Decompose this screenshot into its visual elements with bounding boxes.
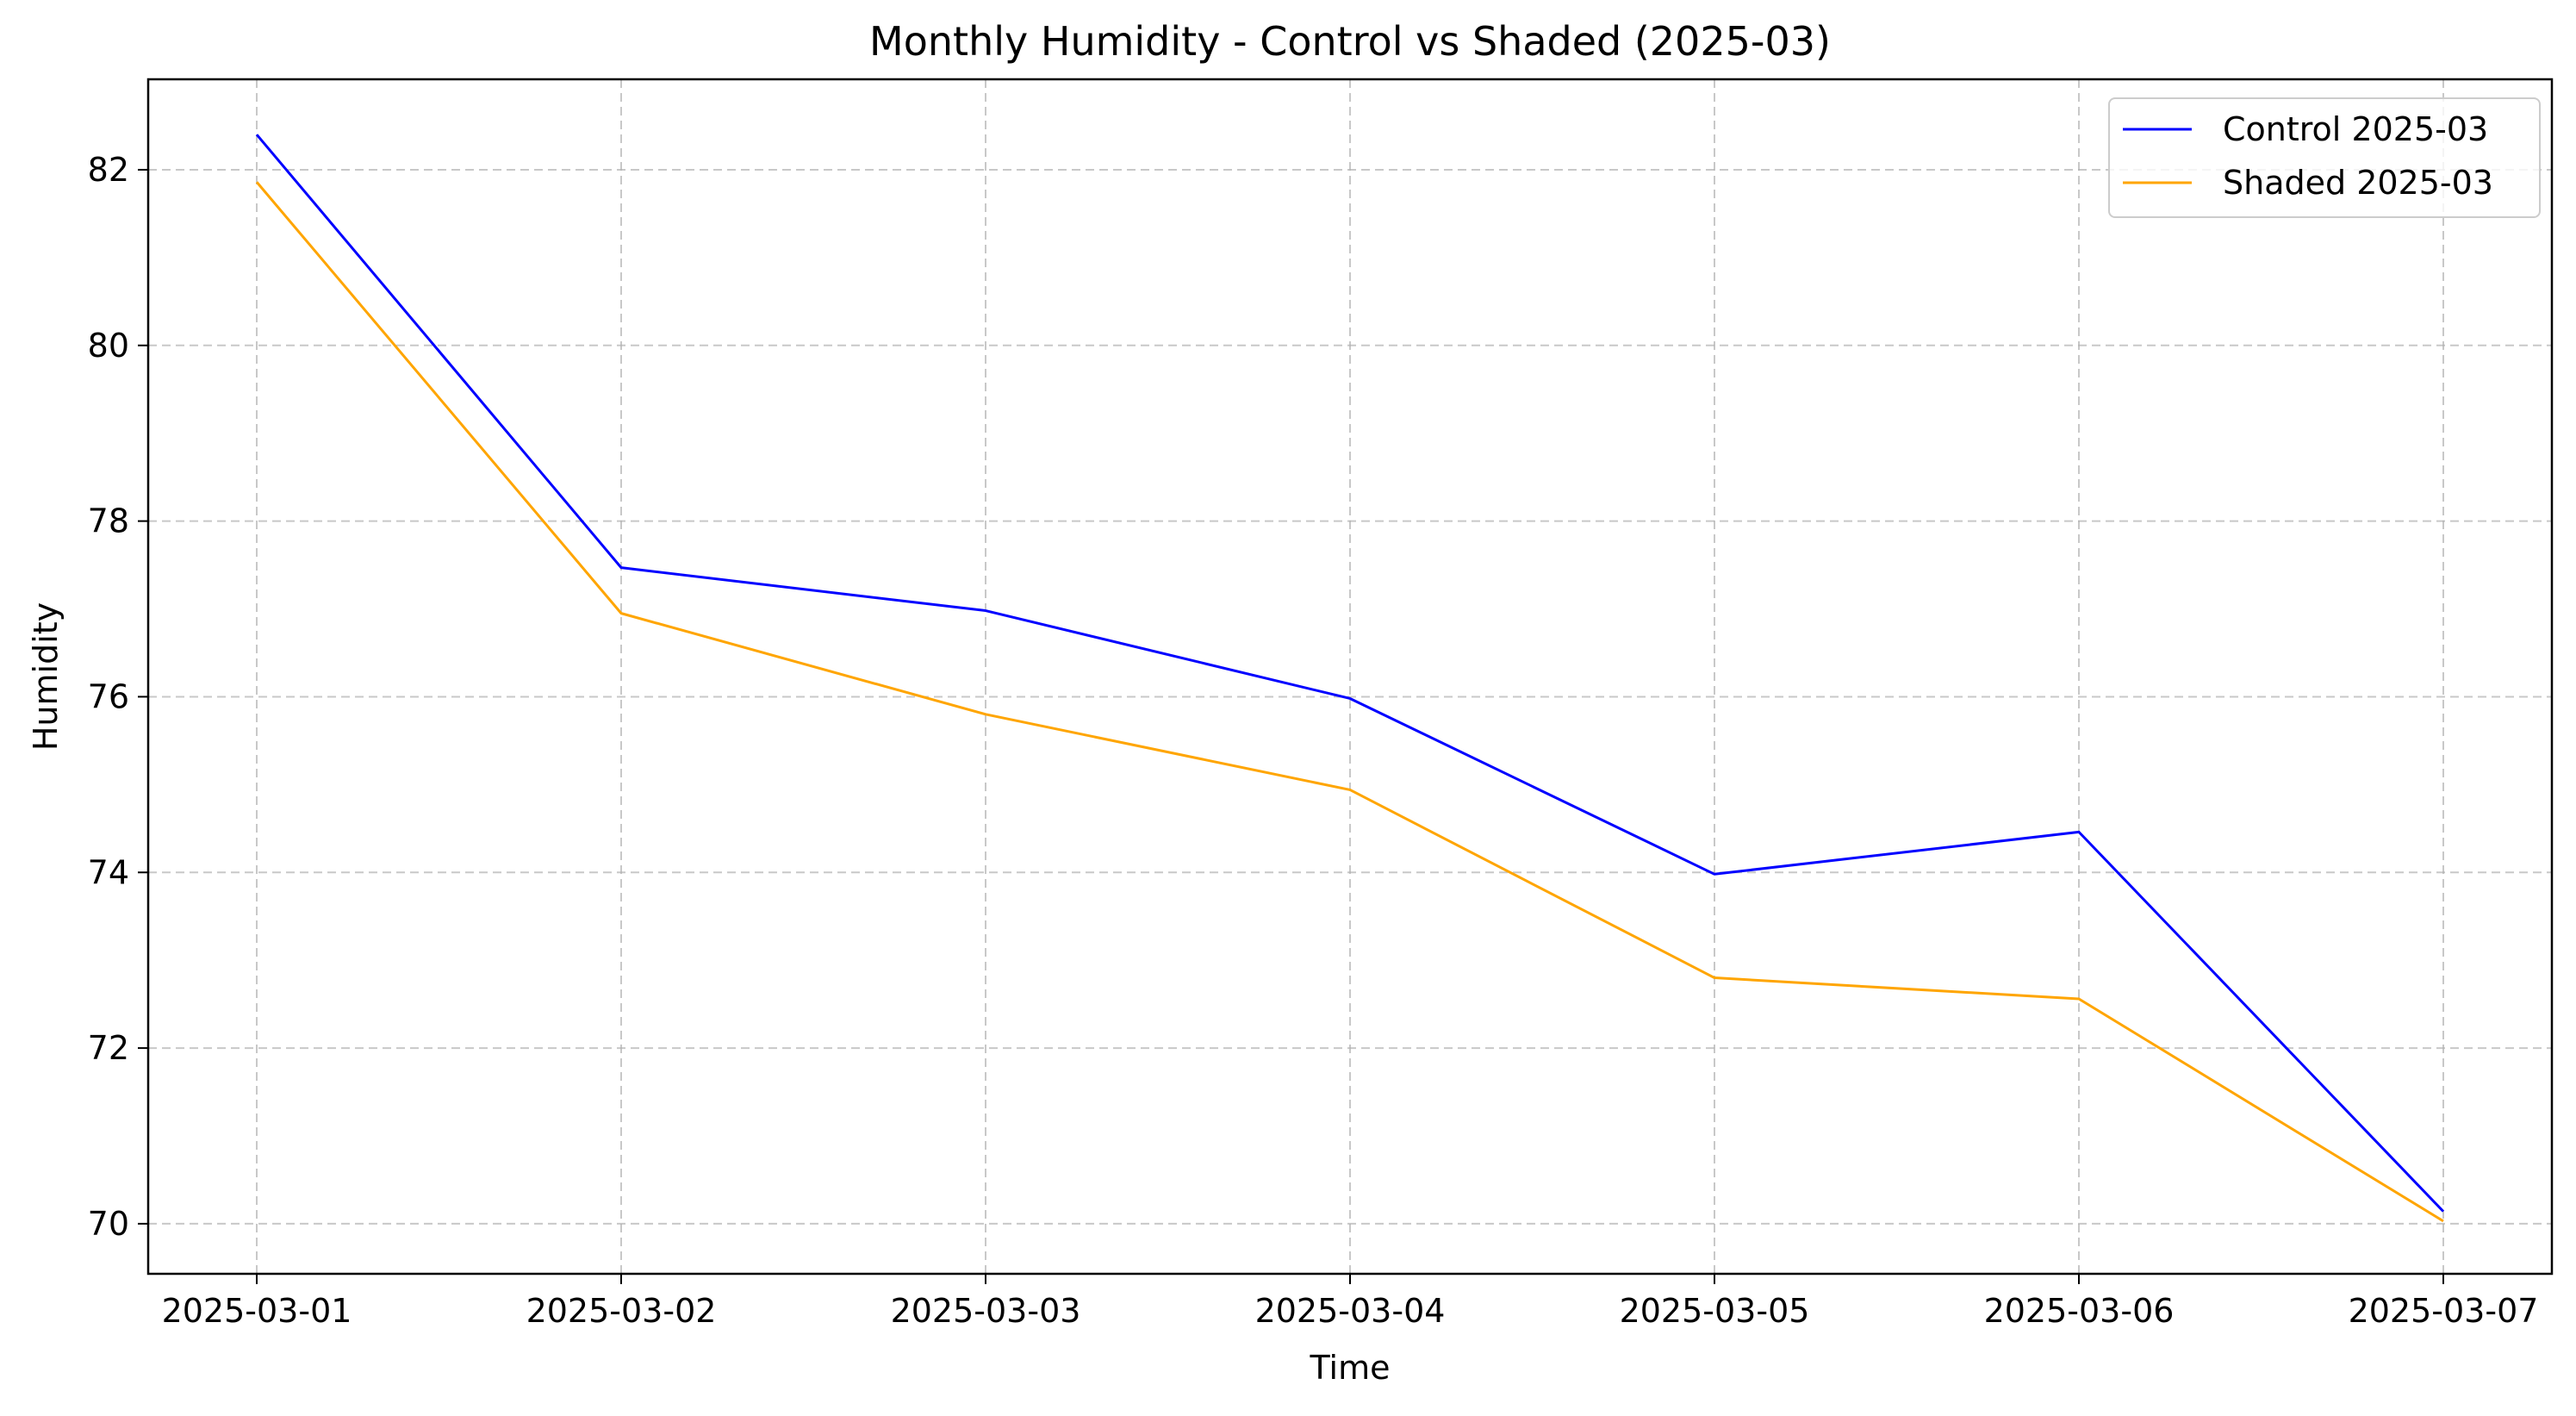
series-line-shaded xyxy=(255,181,2444,1223)
x-tick-label: 2025-03-07 xyxy=(2349,1292,2539,1330)
legend-label-shaded: Shaded 2025-03 xyxy=(2223,164,2493,202)
x-tick-label: 2025-03-02 xyxy=(526,1292,717,1330)
y-tick-label: 74 xyxy=(88,853,129,891)
legend-label-control: Control 2025-03 xyxy=(2223,110,2488,148)
x-axis-label: Time xyxy=(1310,1349,1391,1387)
y-tick-label: 78 xyxy=(88,502,129,540)
legend-box xyxy=(2108,97,2541,218)
grid-lines xyxy=(148,79,2552,1274)
y-tick-label: 80 xyxy=(88,327,129,365)
axis-ticks: 2025-03-01 2025-03-02 2025-03-03 2025-03-04… xyxy=(88,151,2539,1330)
series-line-control xyxy=(255,134,2445,1213)
chart-title: Monthly Humidity - Control vs Shaded (20… xyxy=(869,18,1831,65)
x-tick-label: 2025-03-04 xyxy=(1255,1292,1446,1330)
y-tick-label: 72 xyxy=(88,1029,129,1067)
x-tick-label: 2025-03-06 xyxy=(1984,1292,2175,1330)
x-tick-label: 2025-03-03 xyxy=(891,1292,1081,1330)
y-tick-label: 76 xyxy=(88,677,129,715)
y-tick-label: 82 xyxy=(88,151,129,189)
x-tick-label: 2025-03-05 xyxy=(1620,1292,1810,1330)
y-tick-label: 70 xyxy=(88,1205,129,1243)
legend: Control 2025-03 Shaded 2025-03 xyxy=(2108,97,2541,218)
series-lines xyxy=(255,134,2445,1223)
x-tick-label: 2025-03-01 xyxy=(162,1292,352,1330)
y-axis-label: Humidity xyxy=(27,602,65,751)
